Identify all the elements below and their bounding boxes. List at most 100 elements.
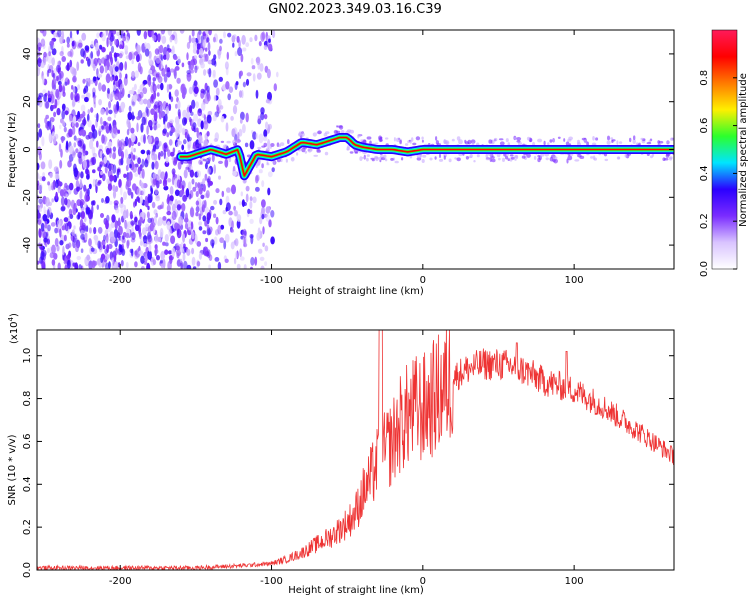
spectrogram-cell: [86, 207, 91, 215]
snr-y-multiplier: (x104): [7, 313, 20, 344]
spectrogram-cell: [113, 254, 117, 263]
spectrogram-cell: [155, 195, 161, 202]
spectrogram-cell: [42, 75, 45, 85]
spectrogram-cell: [515, 155, 519, 160]
spectrogram-cell: [339, 125, 344, 130]
spectrogram-cell: [157, 33, 161, 43]
spectrogram-cell: [167, 178, 172, 183]
spectrogram-cell: [147, 250, 153, 260]
spectrogram-cell: [66, 43, 70, 48]
spectrogram-cell: [174, 222, 179, 230]
spectrogram-cell: [270, 210, 275, 218]
spectrogram-cell: [265, 99, 271, 104]
spectrogram-cell: [239, 70, 243, 77]
spectrogram-cell: [270, 236, 275, 245]
spectrogram-cell: [267, 187, 271, 196]
spectrogram-cell: [448, 158, 452, 163]
spectrogram-cell: [49, 91, 54, 97]
spectrogram-cell: [191, 256, 196, 266]
spectrogram-cell: [312, 132, 317, 137]
spectrogram-cell: [133, 148, 136, 153]
spectrogram-cell: [261, 163, 264, 169]
spectrogram-cell: [208, 180, 214, 186]
spectrogram-cell: [74, 233, 78, 239]
spectrogram-cell: [159, 227, 164, 238]
spectrogram-cell: [68, 114, 73, 123]
spectrogram-cell: [141, 168, 145, 179]
spectrogram-cell: [385, 137, 389, 140]
spectrogram-cell: [206, 227, 211, 236]
x-tick-label: -200: [109, 275, 132, 286]
spectrogram-cell: [166, 44, 170, 50]
spectrogram-cell: [93, 227, 97, 235]
spectrogram-cell: [266, 68, 271, 79]
spectrogram-cell: [71, 150, 76, 158]
spectrogram-cell: [59, 240, 64, 246]
spectrogram-cell: [180, 241, 184, 251]
spectrogram-cell: [72, 75, 77, 83]
spectrogram-cell: [250, 57, 254, 65]
spectrogram-cell: [259, 63, 264, 72]
spectrogram-cell: [168, 103, 172, 112]
spectrogram-cell: [81, 119, 87, 126]
spectrogram-cell: [109, 231, 115, 240]
spectrogram-cell: [100, 170, 104, 176]
spectrogram-cell: [119, 244, 123, 253]
snr-background: [37, 330, 674, 570]
spectrogram-cell: [415, 136, 421, 141]
y-tick-label: 0.8: [22, 391, 33, 407]
spectrogram-cell: [43, 206, 46, 215]
spectrogram-cell: [178, 216, 184, 226]
spectrogram-cell: [267, 171, 273, 178]
spectrogram-cell: [103, 156, 108, 164]
spectrogram-cell: [252, 73, 256, 82]
spectrogram-cell: [96, 32, 100, 39]
spectrogram-cell: [640, 137, 644, 141]
spectrogram-cell: [245, 193, 249, 203]
spectrogram-cell: [93, 95, 96, 105]
spectrogram-cell: [186, 72, 192, 82]
spectrogram-cell: [67, 160, 72, 168]
spectrogram-cell: [146, 149, 151, 156]
spectrogram-cell: [174, 156, 178, 164]
spectrogram-cell: [198, 221, 203, 226]
spectrogram-cell: [159, 179, 162, 185]
spectrogram-cell: [101, 198, 104, 203]
spectrogram-cell: [146, 108, 150, 117]
spectrogram-cell: [182, 233, 186, 243]
spectrogram-cell: [526, 153, 531, 158]
snr-x-axis-label: Height of straight line (km): [288, 585, 424, 596]
spectrogram-cell: [196, 241, 202, 247]
spectrogram-cell: [249, 196, 253, 202]
spectrogram-cell: [37, 67, 40, 77]
spectrogram-cell: [72, 262, 76, 267]
spectrogram-cell: [53, 252, 58, 260]
spectrogram-cell: [198, 187, 203, 195]
spectrogram-cell: [200, 47, 204, 58]
spectrogram-cell: [86, 254, 91, 261]
spectrogram-cell: [313, 154, 319, 157]
spectrogram-cell: [146, 262, 151, 269]
spectrogram-cell: [198, 252, 202, 260]
spectrogram-cell: [66, 62, 70, 72]
spectrogram-cell: [65, 140, 69, 151]
spectrogram-cell: [79, 199, 85, 206]
spectrogram-cell: [421, 136, 424, 140]
spectrogram-cell: [586, 141, 589, 147]
spectrogram-cell: [48, 51, 51, 57]
spectrogram-cell: [152, 222, 156, 228]
spectrogram-cell: [236, 263, 241, 269]
spectrogram-cell: [124, 221, 129, 230]
spectrogram-cell: [120, 101, 126, 110]
spectrogram-cell: [45, 197, 50, 207]
spectrogram-cell: [165, 107, 169, 116]
y-tick-label: 0.6: [22, 433, 33, 449]
spectrogram-cell: [116, 31, 121, 36]
spectrogram-cell: [175, 128, 180, 138]
spectrogram-cell: [98, 59, 102, 64]
spectrogram-cell: [44, 92, 48, 97]
spectrogram-cell: [366, 154, 370, 157]
spectrogram-cell: [170, 126, 176, 133]
spectrogram-cell: [73, 135, 77, 141]
spectrogram-cell: [552, 156, 558, 160]
